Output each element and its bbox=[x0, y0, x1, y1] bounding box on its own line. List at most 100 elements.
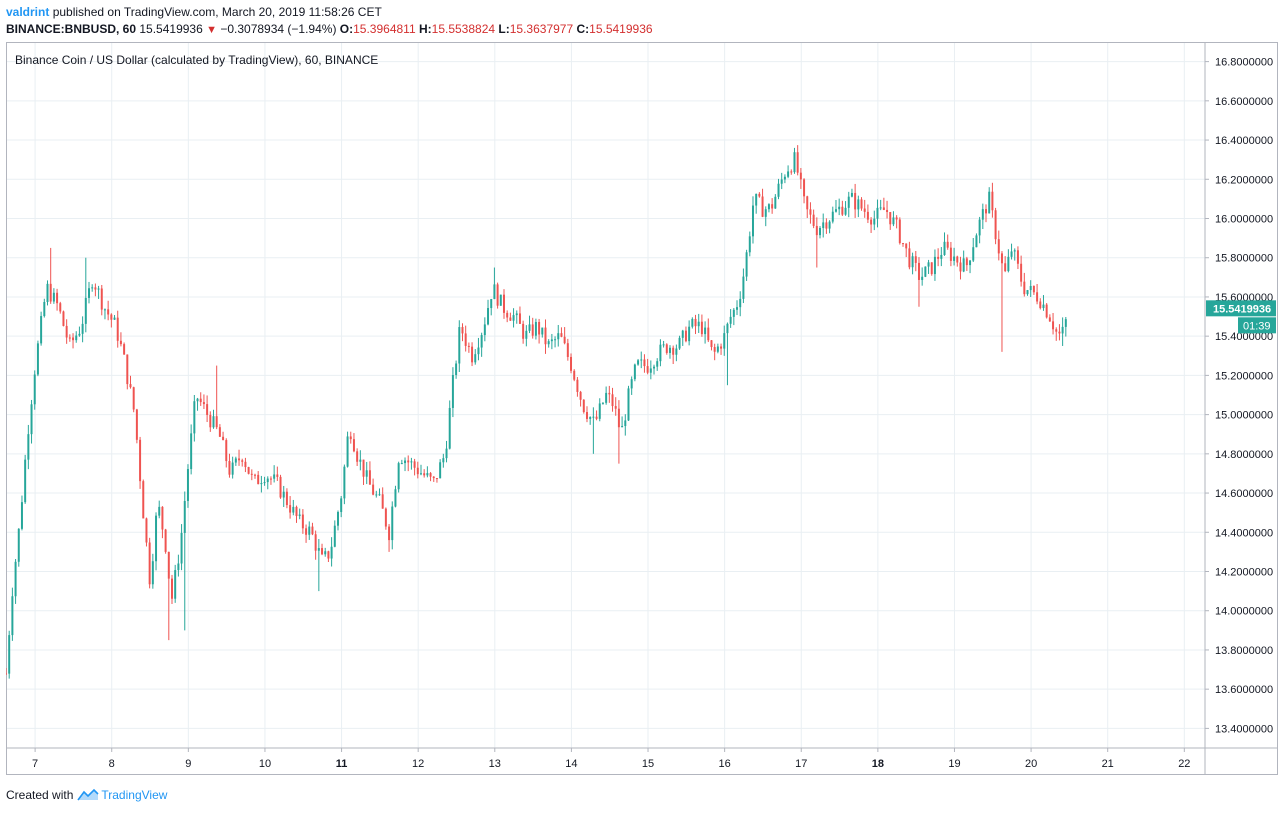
candle-body bbox=[777, 183, 780, 197]
candle-body bbox=[700, 321, 703, 335]
candle-body bbox=[796, 152, 799, 173]
x-tick-label: 12 bbox=[412, 758, 424, 770]
candle-body bbox=[522, 323, 525, 339]
candle-body bbox=[803, 179, 806, 197]
candle-body bbox=[882, 207, 885, 210]
candle-body bbox=[330, 546, 333, 559]
candle-body bbox=[601, 402, 604, 404]
candle-body bbox=[180, 532, 183, 564]
candle-body bbox=[305, 528, 308, 535]
candle-body bbox=[1010, 251, 1013, 257]
candle-body bbox=[570, 356, 573, 371]
candle-body bbox=[68, 337, 71, 339]
author-link[interactable]: valdrint bbox=[6, 5, 50, 19]
candle-body bbox=[439, 462, 442, 479]
candle-body bbox=[924, 266, 927, 277]
candle-body bbox=[142, 481, 145, 519]
candle-body bbox=[107, 309, 110, 315]
candle-body bbox=[365, 470, 368, 477]
candle-body bbox=[774, 196, 777, 209]
candle-body bbox=[681, 330, 684, 338]
y-tick-label: 16.2000000 bbox=[1215, 174, 1273, 186]
candle-body bbox=[512, 315, 515, 321]
candle-body bbox=[346, 436, 349, 467]
candle-body bbox=[745, 252, 748, 277]
candle-body bbox=[917, 262, 920, 280]
candle-body bbox=[167, 551, 170, 579]
candle-body bbox=[43, 301, 46, 317]
candle-body bbox=[675, 348, 678, 355]
candle-body bbox=[515, 313, 518, 316]
candle-body bbox=[688, 326, 691, 342]
candle-body bbox=[161, 506, 164, 530]
candle-body bbox=[975, 235, 978, 248]
tradingview-link[interactable]: TradingView bbox=[101, 788, 168, 802]
candle-body bbox=[643, 359, 646, 367]
x-tick-label: 7 bbox=[32, 758, 38, 770]
candle-body bbox=[550, 339, 553, 342]
candle-body bbox=[193, 401, 196, 434]
candle-body bbox=[656, 361, 659, 367]
candle-body bbox=[81, 323, 84, 334]
candle-body bbox=[292, 506, 295, 513]
candle-body bbox=[448, 407, 451, 449]
candle-body bbox=[988, 191, 991, 214]
candle-body bbox=[927, 262, 930, 267]
candle-body bbox=[704, 327, 707, 335]
candle-body bbox=[110, 314, 113, 320]
candle-body bbox=[314, 534, 317, 551]
candle-body bbox=[1032, 286, 1035, 293]
candlestick-chart[interactable]: 13.4000000 13.6000000 13.8000000 14.0000000… bbox=[6, 42, 1278, 775]
candle-body bbox=[554, 339, 557, 341]
candle-body bbox=[164, 529, 167, 552]
candle-body bbox=[1016, 250, 1019, 264]
candle-body bbox=[190, 433, 193, 470]
candle-body bbox=[611, 394, 614, 407]
candle-body bbox=[212, 416, 215, 428]
candle-body bbox=[707, 327, 710, 341]
candle-body bbox=[324, 551, 327, 555]
candle-body bbox=[231, 462, 234, 475]
candle-body bbox=[806, 196, 809, 210]
candle-body bbox=[844, 207, 847, 215]
candle-body bbox=[653, 366, 656, 369]
candle-body bbox=[646, 366, 649, 373]
candle-body bbox=[123, 344, 126, 355]
candle-body bbox=[158, 506, 161, 516]
candle-body bbox=[978, 219, 981, 236]
chart-frame[interactable]: 13.4000000 13.6000000 13.8000000 14.0000000… bbox=[6, 42, 1278, 775]
candle-body bbox=[388, 526, 391, 541]
candle-body bbox=[1023, 281, 1026, 295]
candle-body bbox=[972, 247, 975, 261]
candle-body bbox=[426, 473, 429, 476]
candle-body bbox=[238, 458, 241, 461]
candle-body bbox=[841, 206, 844, 215]
candle-body bbox=[209, 414, 212, 428]
candle-body bbox=[518, 313, 521, 324]
candle-body bbox=[621, 426, 624, 428]
candle-body bbox=[145, 518, 148, 543]
candle-body bbox=[56, 292, 59, 304]
x-tick-label: 10 bbox=[259, 758, 271, 770]
candle-body bbox=[228, 461, 231, 475]
candle-body bbox=[14, 561, 17, 597]
candle-body bbox=[174, 570, 177, 599]
candle-body bbox=[65, 325, 68, 338]
candle-body bbox=[1004, 263, 1007, 272]
candle-body bbox=[997, 239, 1000, 254]
candle-body bbox=[6, 673, 7, 675]
candle-body bbox=[857, 199, 860, 210]
candle-body bbox=[502, 294, 505, 313]
candle-body bbox=[362, 459, 365, 477]
candle-body bbox=[196, 398, 199, 402]
candle-body bbox=[119, 340, 122, 345]
candle-body bbox=[509, 317, 512, 321]
ohlc-legend: BINANCE:BNBUSD, 60 15.5419936 ▼ −0.30789… bbox=[6, 22, 653, 36]
candle-body bbox=[870, 219, 873, 225]
high-value: 15.5538824 bbox=[431, 22, 496, 36]
candle-body bbox=[20, 502, 23, 529]
candle-body bbox=[822, 222, 825, 229]
candle-body bbox=[876, 207, 879, 219]
candle-body bbox=[311, 526, 314, 535]
candle-body bbox=[614, 406, 617, 409]
